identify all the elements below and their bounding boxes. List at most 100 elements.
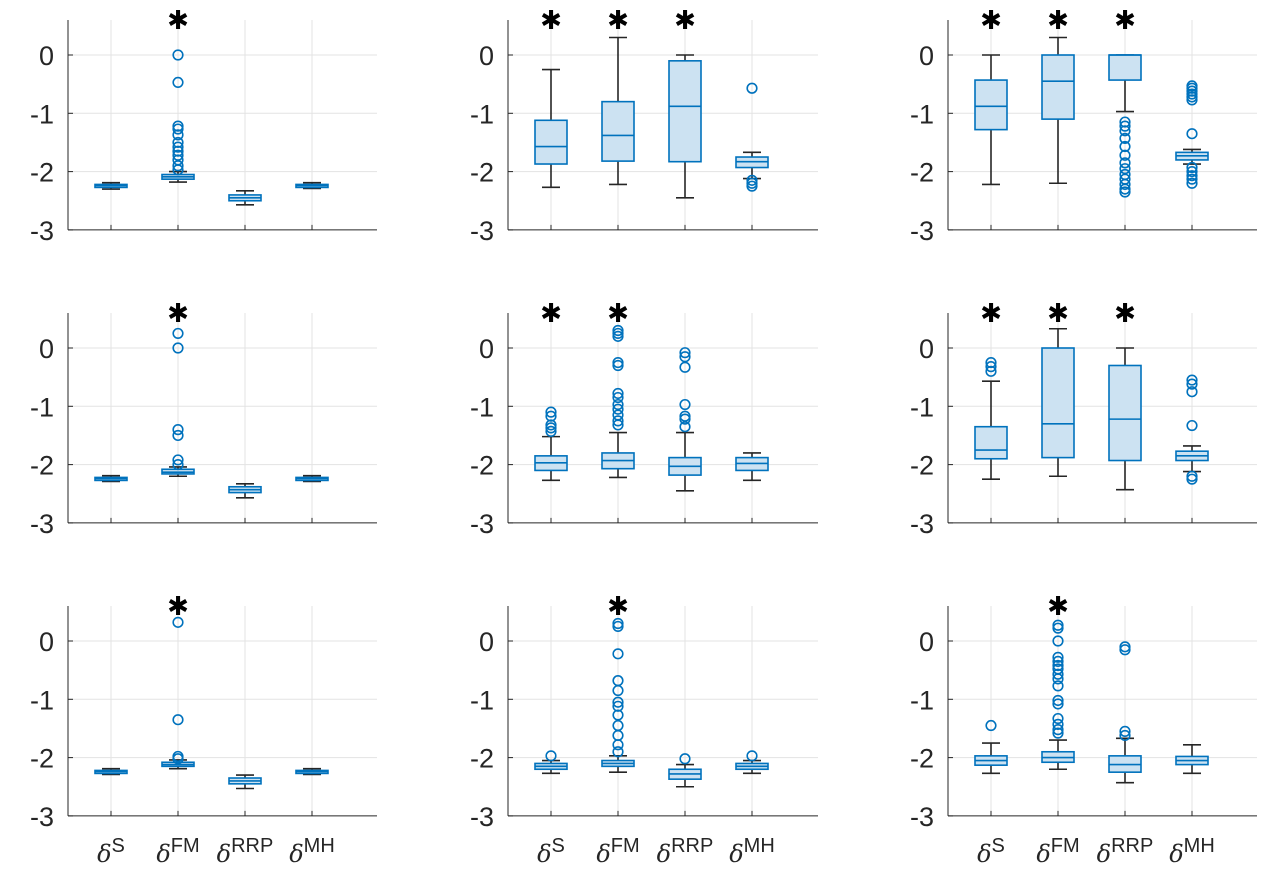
outlier-point: [172, 342, 184, 354]
outlier-point: [1052, 659, 1064, 672]
outlier-point: [1052, 718, 1064, 730]
outlier-point: [1186, 85, 1198, 97]
outlier-point: [172, 459, 184, 471]
outlier-point: [1119, 725, 1131, 737]
box-S: [94, 767, 128, 776]
outlier-point: [1052, 712, 1064, 725]
outlier-point: [172, 149, 184, 161]
box-RRP: [668, 347, 702, 492]
box-FM: [1041, 619, 1075, 771]
x-category-label: δFM: [596, 835, 639, 868]
box-FM: [1041, 36, 1075, 185]
outlier-point: [612, 419, 624, 431]
outlier-point: [1119, 186, 1131, 198]
outlier-point: [1119, 157, 1131, 169]
y-tick-label: -2: [910, 158, 934, 188]
box-iqr: [668, 60, 702, 163]
outlier-point: [172, 327, 184, 340]
outlier-point: [1119, 163, 1131, 175]
outlier-point: [172, 164, 184, 176]
significance-marker: ✱: [674, 6, 696, 36]
box-FM: [601, 617, 635, 773]
outlier-point: [1119, 178, 1131, 191]
box-S: [94, 181, 128, 190]
y-tick-label: -2: [470, 158, 494, 188]
outlier-point: [1119, 641, 1131, 653]
outlier-point: [1052, 698, 1064, 710]
y-tick-label: -2: [30, 744, 54, 774]
y-tick-label: 0: [39, 627, 54, 657]
outlier-point: [1119, 125, 1131, 137]
outlier-point: [612, 684, 624, 697]
outlier-point: [1119, 644, 1131, 656]
significance-marker: ✱: [980, 299, 1002, 329]
outlier-point: [1119, 183, 1131, 195]
y-tick-label: -1: [910, 392, 934, 422]
y-tick-label: 0: [919, 41, 934, 71]
outlier-point: [1186, 386, 1198, 398]
y-tick-label: -3: [910, 216, 934, 246]
outlier-point: [1052, 673, 1064, 685]
outlier-point: [612, 617, 624, 630]
box-MH: [295, 474, 329, 483]
outlier-point: [679, 347, 691, 359]
subplot-r1-c1: 0 -1 -2 -3 ✱: [30, 6, 377, 246]
outlier-point: [172, 49, 184, 61]
outlier-point: [612, 403, 624, 415]
outlier-point: [679, 413, 691, 425]
y-tick-label: -3: [30, 509, 54, 539]
significance-marker: ✱: [1114, 299, 1136, 329]
box-MH: [1175, 80, 1209, 189]
box-iqr: [1041, 54, 1075, 120]
y-tick-label: -1: [470, 392, 494, 422]
y-tick-label: -3: [470, 509, 494, 539]
box-iqr: [974, 79, 1008, 131]
box-S: [974, 719, 1008, 775]
significance-marker: ✱: [167, 299, 189, 329]
y-tick-label: 0: [479, 627, 494, 657]
outlier-point: [612, 330, 624, 342]
outlier-point: [612, 356, 624, 369]
outlier-point: [679, 410, 691, 422]
outlier-point: [1119, 149, 1131, 161]
outlier-point: [545, 419, 557, 431]
box-S: [534, 750, 568, 775]
y-tick-label: -2: [910, 451, 934, 481]
box-FM: [161, 327, 195, 478]
box-S: [534, 68, 568, 189]
outlier-point: [985, 361, 997, 373]
outlier-point: [1119, 132, 1131, 144]
box-MH: [1175, 743, 1209, 775]
outlier-point: [172, 123, 184, 135]
significance-marker: ✱: [607, 592, 629, 622]
outlier-point: [746, 177, 758, 189]
outlier-point: [172, 616, 184, 628]
box-S: [974, 54, 1008, 186]
y-tick-label: -1: [910, 685, 934, 715]
box-iqr: [1041, 347, 1075, 459]
outlier-point: [679, 361, 691, 373]
outlier-point: [1186, 166, 1198, 178]
x-category-label: δFM: [1036, 835, 1079, 868]
outlier-point: [172, 141, 184, 153]
y-tick-label: 0: [919, 334, 934, 364]
subplot-r3-c1: 0 -1 -2 -3 ✱ δS δFM δRRP δMH: [30, 592, 377, 868]
box-MH: [735, 452, 769, 482]
significance-marker: ✱: [1047, 6, 1069, 36]
subplot-r2-c2: 0 -1 -2 -3 ✱ ✱: [470, 299, 818, 539]
outlier-point: [1052, 635, 1064, 647]
outlier-point: [612, 391, 624, 404]
significance-marker: ✱: [540, 6, 562, 36]
y-tick-label: -3: [910, 802, 934, 832]
outlier-point: [172, 76, 184, 89]
outlier-point: [985, 365, 997, 377]
outlier-point: [1052, 622, 1064, 634]
outlier-point: [679, 398, 691, 411]
box-FM: [161, 616, 195, 770]
x-category-label: δMH: [1169, 835, 1215, 868]
outlier-point: [1186, 170, 1198, 182]
outlier-point: [1186, 88, 1198, 100]
outlier-point: [1186, 128, 1198, 140]
significance-marker: ✱: [540, 299, 562, 329]
box-MH: [295, 181, 329, 190]
